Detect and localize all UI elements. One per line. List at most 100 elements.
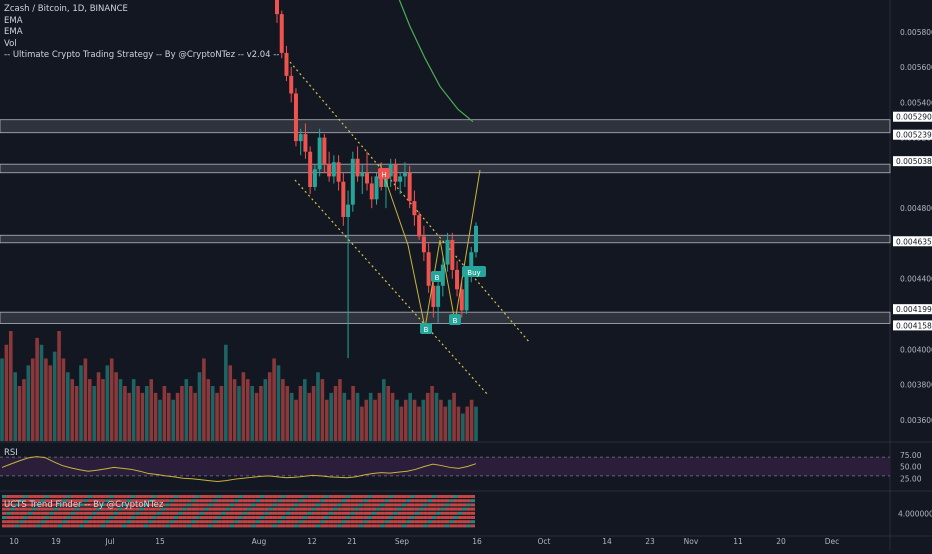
ucts-cell [238,520,243,524]
indicator-vol[interactable]: Vol [4,38,17,49]
ucts-cell [135,520,140,524]
ucts-cell [27,520,33,524]
ucts-cell [371,516,377,519]
volume-bar [267,372,272,441]
ucts-cell [49,520,54,524]
ucts-cell [19,503,24,507]
ucts-cell [384,503,389,507]
ucts-cell [225,503,230,507]
ucts-cell [45,516,50,519]
ucts-cell [440,499,445,503]
ucts-cell [75,524,80,528]
ucts-cell [131,520,136,524]
ucts-cell [204,507,209,511]
price-label-box [893,304,932,315]
volume-bar [338,379,342,441]
ucts-cell [126,516,131,519]
ucts-cell [122,503,127,507]
volume-bar [263,379,268,441]
volume-bar [303,379,307,441]
ucts-cell [19,495,24,498]
ucts-cell [62,507,67,511]
ucts-cell [371,520,377,524]
ucts-cell [229,495,235,498]
ucts-cell [40,499,45,503]
ucts-cell [70,516,76,519]
ucts-pane-title[interactable]: UCTS Trend Finder -- By @CryptoNTez [4,500,164,510]
time-tick-label: 15 [155,537,165,546]
ucts-cell [10,511,15,515]
ucts-cell [410,495,415,498]
ucts-cell [152,524,157,528]
ucts-cell [105,520,110,524]
ucts-cell [191,516,196,519]
ucts-cell [113,503,119,507]
ucts-cell [380,499,385,503]
volume-bar [105,365,110,441]
ucts-cell [376,507,381,511]
ucts-cell [367,520,372,524]
volume-bar [417,406,421,441]
ucts-cell [126,499,131,503]
ucts-cell [83,511,88,515]
ucts-cell [182,499,187,503]
ucts-cell [410,511,415,515]
ucts-cell [212,499,217,503]
signal-marker [378,168,390,179]
volume-bar [237,386,241,441]
ucts-cell [272,524,278,528]
ucts-cell [204,516,209,519]
ucts-cell [389,495,394,498]
ucts-cell [96,520,101,524]
ucts-cell [14,503,20,507]
ucts-cell [118,520,123,524]
ucts-cell [148,520,153,524]
ucts-cell [234,507,239,511]
volume-bar [123,386,127,441]
ucts-cell [199,516,205,519]
symbol-title[interactable]: Zcash / Bitcoin, 1D, BINANCE [4,4,128,14]
ucts-cell [272,503,278,507]
ucts-cell [10,516,15,519]
volume-bar [456,406,461,441]
rsi-pane-title[interactable]: RSI [4,448,18,458]
ucts-cell [156,524,162,528]
rsi-line [1,456,477,483]
ucts-cell [174,524,179,528]
ucts-cell [109,511,114,515]
ucts-cell [294,511,299,515]
ucts-cell [423,507,428,511]
ucts-cell [247,511,252,515]
ucts-cell [320,495,325,498]
ucts-cell [66,503,71,507]
ucts-cell [53,507,58,511]
ucts-cell [195,516,200,519]
ucts-cell [307,495,312,498]
ucts-cell [358,511,364,515]
ucts-cell [174,520,179,524]
ucts-cell [229,499,235,503]
volume-bar [320,379,325,441]
candle-body [398,176,403,182]
ucts-cell [419,499,424,503]
ucts-cell [118,516,123,519]
price-label-box [893,320,932,331]
indicator-ucts[interactable]: -- Ultimate Crypto Trading Strategy -- B… [4,50,280,60]
ucts-cell [152,507,157,511]
ucts-cell [457,495,463,498]
ucts-cell [247,499,252,503]
ucts-cell [277,495,282,498]
ucts-cell [363,524,368,528]
ucts-cell [432,503,437,507]
ucts-cell [333,520,338,524]
ucts-cell [131,511,136,515]
indicator-ema-2[interactable]: EMA [4,27,23,37]
indicator-ema-1[interactable]: EMA [4,15,23,26]
ucts-cell [298,524,303,528]
ucts-cell [341,511,346,515]
ucts-cell [169,511,174,515]
ucts-cell [406,516,411,519]
ucts-cell [221,503,226,507]
